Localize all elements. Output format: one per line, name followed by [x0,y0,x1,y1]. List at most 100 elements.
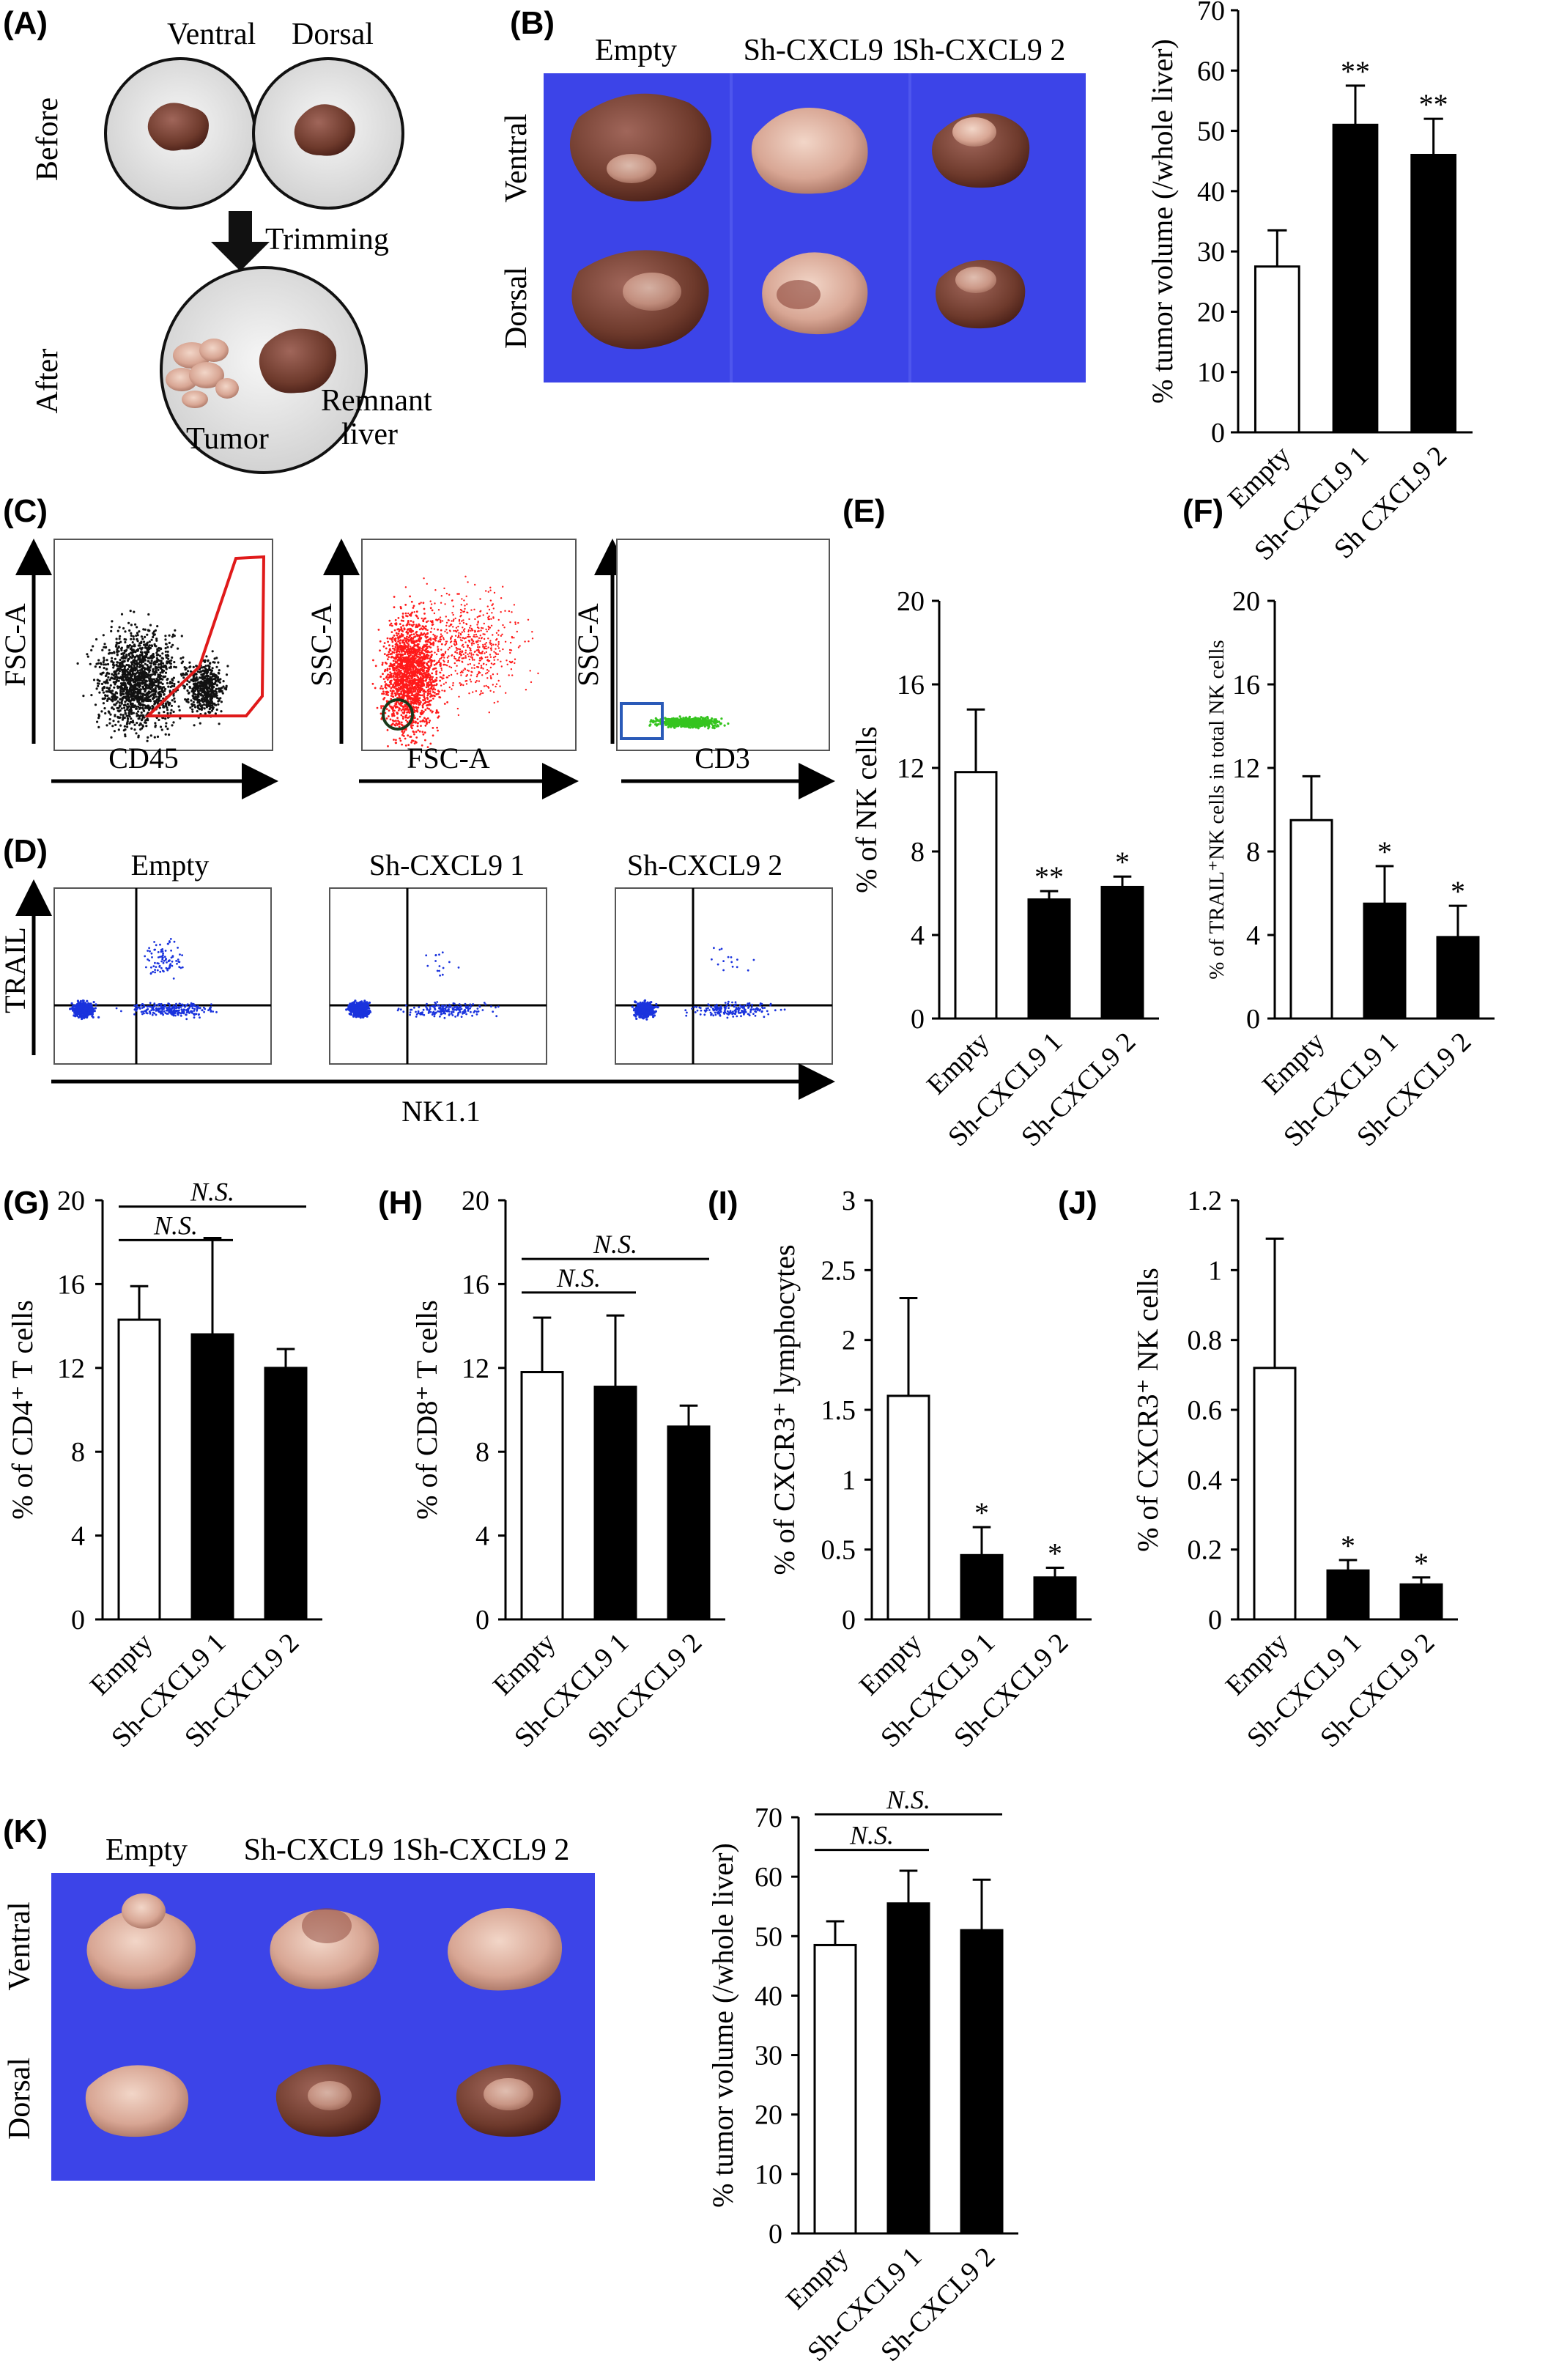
flow-dot [485,645,487,648]
flow-dot [468,618,470,621]
flow-dot [125,663,128,667]
flow-dot [435,709,438,712]
flow-dot [76,662,79,665]
flow-dot [407,644,410,647]
flow-dot [404,666,407,669]
flow-dot [140,711,143,714]
flow-dot [390,679,393,682]
flow-dot [385,676,388,679]
flow-dot [415,731,418,733]
flow-dot [415,624,418,627]
flow-dot [420,627,423,629]
flow-dot [437,618,440,621]
flow-dot [435,684,437,687]
flow-dot [445,621,448,624]
flow-dot [409,736,412,738]
flow-dot [119,690,122,693]
flow-dot [426,670,429,672]
flow-dot [122,660,125,663]
flow-dot [413,611,415,613]
flow-dot [409,665,412,667]
flow-dot [472,629,474,632]
flow-dot [135,707,138,710]
flow-dot [210,669,213,672]
flow-dot [464,668,467,670]
flow-dot [492,607,495,610]
flow-dot [467,655,470,657]
flow-dot [447,619,450,621]
flow-dot [426,632,429,635]
flow-dot [454,640,456,643]
flow-dot [451,645,453,648]
flow-dot [391,640,394,643]
flow-dot [430,687,432,690]
flow-dot [508,674,510,676]
flow-dot [506,663,508,665]
flow-dot [648,724,651,727]
flow-dot [405,719,407,722]
flow-dot [116,665,119,668]
flow-dot [514,621,516,624]
flow-dot [440,667,442,670]
flow-dot [97,679,100,681]
flow-dot [143,643,146,646]
flow-dot [391,692,394,695]
flow-dot [458,659,461,662]
flow-dot [465,683,468,685]
flow-dot [470,642,473,645]
flow-dot [473,651,476,653]
flow-dot [106,681,109,684]
flow-dot [409,646,412,648]
flow-dot [129,687,132,690]
flow-dot [119,689,122,692]
flow-dot [475,676,478,678]
flow-dot [414,653,416,655]
flow-dot [415,650,418,652]
flow-dot [425,718,428,721]
flow-dot [152,630,156,633]
flow-dot [147,660,150,663]
flow-dot [207,659,210,662]
flow-dot [390,631,393,633]
flow-dot [435,670,437,673]
flow-dot [136,692,139,695]
flow-dot [382,678,385,680]
flow-dot [119,685,122,688]
flow-dot [419,657,422,659]
flow-dot [429,657,431,660]
flow-dot [150,684,153,687]
flow-dot [152,684,155,687]
flow-dot [110,660,113,663]
flow-dot [475,654,478,656]
flow-dot [479,635,481,637]
flow-dot [210,709,214,712]
flow-dot [447,661,449,664]
flow-dot [486,677,489,679]
flow-dot [474,618,476,621]
flow-dot [464,641,467,643]
flow-dot [396,659,399,662]
flow-dot [462,661,464,663]
flow-dot [437,650,439,652]
flow-dot [669,725,672,728]
flow-dot [492,643,495,646]
flow-dot [138,702,141,706]
flow-dot [417,617,420,620]
flow-dot [105,724,108,727]
liver-photo-dorsal [294,104,355,156]
flow-dot [480,638,483,640]
flow-dot [394,618,397,621]
flow-dot [400,714,403,717]
flow-dot [407,640,410,643]
flow-dot [477,620,479,623]
flow-dot [499,685,501,687]
flow-dot [220,690,223,693]
flow-dot [470,652,473,654]
flow-dot [158,712,160,714]
flow-dot [209,662,212,665]
flow-dot [416,646,419,648]
flow-dot [400,685,402,688]
flow-dot [132,712,135,714]
flow-dot [192,676,195,680]
flow-dot [407,675,410,678]
